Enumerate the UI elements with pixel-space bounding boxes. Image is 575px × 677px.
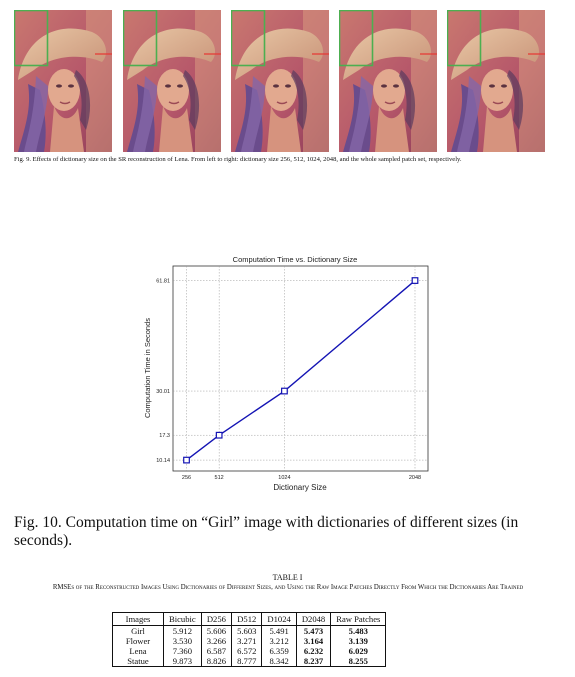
table-row: Flower 3.530 3.266 3.271 3.212 3.164 3.139: [112, 636, 387, 646]
table-cell: 6.572: [231, 646, 263, 656]
chart-title: Computation Time vs. Dictionary Size: [233, 255, 358, 264]
table-cell: 5.491: [261, 625, 297, 636]
table-cell: 6.232: [295, 646, 332, 656]
table-cell: 6.359: [261, 646, 297, 656]
table-cell: Lena: [112, 646, 164, 656]
table-title: TABLE I: [272, 573, 303, 582]
table-cell: 3.530: [163, 636, 202, 646]
table-header-row: Images Bicubic D256 D512 D1024 D2048 Raw Patch…: [112, 612, 387, 626]
data-point: [215, 431, 223, 439]
table-header-cell: D256: [200, 612, 233, 626]
table-header-cell: Raw Patches: [330, 612, 387, 626]
table-cell: 7.360: [163, 646, 202, 656]
table-cell: 6.029: [330, 646, 387, 656]
data-point: [281, 387, 288, 395]
lena-image-2: [123, 10, 221, 152]
table-cell: 3.266: [200, 636, 233, 646]
data-point: [411, 277, 419, 284]
table-cell: 5.473: [295, 625, 332, 636]
rmse-table: Images Bicubic D256 D512 D1024 D2048 Raw Patch…: [112, 612, 387, 667]
table-cell: Statue: [112, 656, 164, 667]
grid-lines: [173, 266, 428, 471]
data-point: [183, 456, 190, 464]
table-header-cell: D2048: [295, 612, 332, 626]
table-row: Lena 7.360 6.587 6.572 6.359 6.232 6.029: [112, 646, 387, 656]
y-tick-label: 61.81: [156, 279, 170, 285]
table-cell: 3.212: [261, 636, 297, 646]
y-tick-label: 30.01: [156, 389, 170, 395]
y-axis-label: Computation Time in Seconds: [143, 318, 152, 418]
lena-image-5: [447, 10, 545, 152]
table-header-cell: Bicubic: [163, 612, 202, 626]
plot-area: [172, 265, 429, 472]
x-axis-label: Dictionary Size: [273, 483, 327, 492]
figure-10-chart: Computation Time vs. Dictionary Size 10.…: [140, 255, 440, 495]
figure-10-caption: Fig. 10. Computation time on “Girl” imag…: [14, 514, 519, 549]
table-cell: Girl: [112, 625, 164, 636]
table-row: Girl 5.912 5.606 5.603 5.491 5.473 5.483: [112, 625, 387, 636]
table-cell: Flower: [112, 636, 164, 646]
series-line: [186, 280, 416, 461]
data-points: [183, 277, 419, 464]
lena-image-3: [231, 10, 329, 152]
y-tick-labels: 10.14 17.3 30.01 61.81: [156, 279, 170, 465]
table-cell: 8.237: [295, 656, 332, 667]
table-row: Statue 9.873 8.826 8.777 8.342 8.237 8.255: [112, 656, 387, 667]
table-cell: 9.873: [163, 656, 202, 667]
table-header-cell: D1024: [261, 612, 297, 626]
y-tick-label: 17.3: [159, 433, 170, 439]
x-tick-label: 2048: [409, 475, 421, 481]
table-cell: 5.606: [200, 625, 233, 636]
x-tick-label: 256: [182, 475, 191, 481]
table-cell: 3.139: [330, 636, 387, 646]
table-cell: 3.271: [231, 636, 263, 646]
lena-image-4: [339, 10, 437, 152]
table-cell: 8.255: [330, 656, 387, 667]
table-cell: 8.826: [200, 656, 233, 667]
lena-image-1: [14, 10, 112, 152]
y-tick-label: 10.14: [156, 458, 170, 464]
table-cell: 3.164: [295, 636, 332, 646]
table-header-cell: Images: [112, 612, 164, 626]
table-cell: 5.603: [231, 625, 263, 636]
table-body: Girl 5.912 5.606 5.603 5.491 5.473 5.483 Flower…: [112, 625, 387, 667]
chart-svg: Computation Time vs. Dictionary Size 10.…: [143, 255, 429, 492]
table-cell: 5.483: [330, 625, 387, 636]
table-caption: RMSEs of the Reconstructed Images Using …: [52, 584, 524, 591]
x-tick-labels: 256 512 1024 2048: [182, 475, 421, 481]
table-header-cell: D512: [231, 612, 263, 626]
table-cell: 6.587: [200, 646, 233, 656]
table-cell: 5.912: [163, 625, 202, 636]
table-cell: 8.777: [231, 656, 263, 667]
x-tick-label: 512: [215, 475, 224, 481]
figure-9-images: [14, 10, 554, 152]
x-tick-label: 1024: [278, 475, 290, 481]
figure-9-caption: Fig. 9. Effects of dictionary size on th…: [14, 156, 462, 163]
table-cell: 8.342: [261, 656, 297, 667]
